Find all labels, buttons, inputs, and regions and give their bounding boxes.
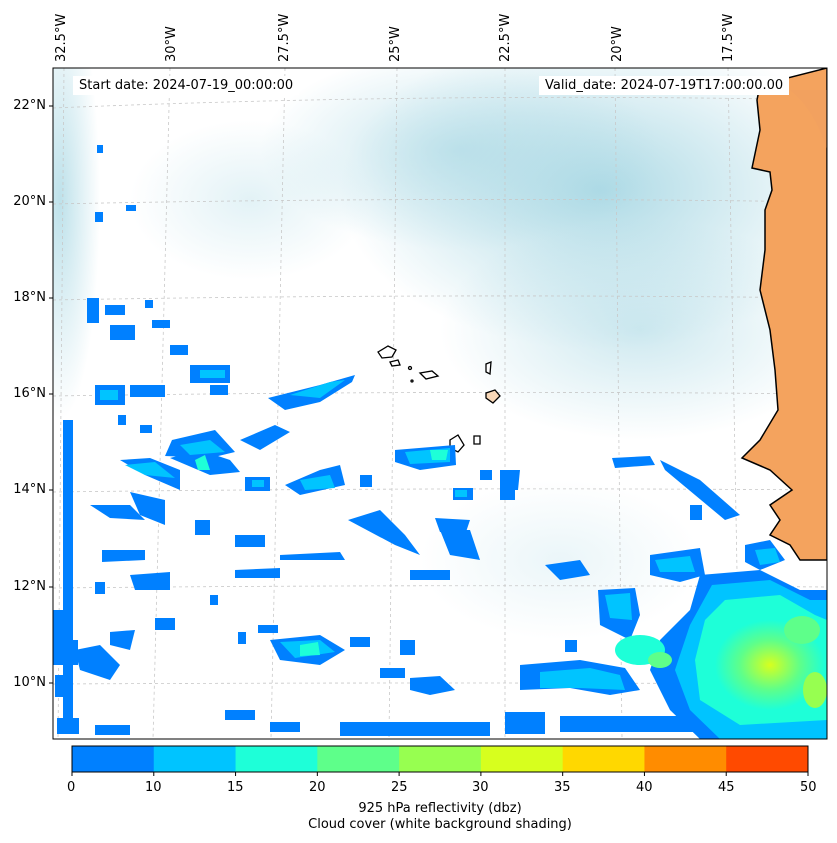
lat-tick-label: 20°N [13, 194, 46, 209]
start-date-label: Start date: 2024-07-19_00:00:00 [73, 76, 300, 95]
colorbar-segment [644, 746, 727, 772]
colorbar-tick-label: 50 [800, 780, 817, 795]
colorbar-tick-label: 30 [472, 780, 489, 795]
colorbar-tick-label: 15 [227, 780, 244, 795]
colorbar-segment [235, 746, 318, 772]
colorbar-tick-label: 45 [718, 780, 735, 795]
lat-tick-label: 18°N [13, 290, 46, 305]
lon-tick-label: 30°W [164, 26, 179, 62]
lon-tick-label: 32.5°W [54, 13, 69, 62]
colorbar-sublabel: Cloud cover (white background shading) [308, 817, 572, 832]
map-frame [52, 67, 828, 740]
lon-tick-label: 25°W [388, 26, 403, 62]
cloud-cover-shading [53, 68, 827, 739]
colorbar-label: 925 hPa reflectivity (dbz) [358, 801, 522, 816]
lat-tick-label: 22°N [13, 98, 46, 113]
colorbar-tick-label: 40 [636, 780, 653, 795]
cape-verde-islands [377, 345, 501, 453]
lon-tick-label: 20°W [610, 26, 625, 62]
colorbar [71, 745, 809, 776]
colorbar-tick-label: 20 [309, 780, 326, 795]
lat-tick-label: 16°N [13, 386, 46, 401]
colorbar-segment [153, 746, 237, 772]
colorbar-segment [480, 746, 564, 772]
land-mass [740, 68, 827, 561]
colorbar-tick-label: 0 [67, 780, 76, 795]
lat-tick-label: 12°N [13, 579, 46, 594]
lon-tick-label: 22.5°W [498, 13, 513, 62]
colorbar-segment [726, 746, 809, 772]
lon-tick-label: 27.5°W [277, 13, 292, 62]
colorbar-tick-label: 35 [554, 780, 571, 795]
reflectivity-field [53, 145, 827, 739]
colorbar-frame [71, 745, 809, 773]
colorbar-segment [317, 746, 400, 772]
colorbar-segment [562, 746, 645, 772]
colorbar-segment [399, 746, 482, 772]
lon-tick-label: 17.5°W [721, 13, 736, 62]
lat-tick-label: 14°N [13, 482, 46, 497]
lat-tick-label: 10°N [13, 675, 46, 690]
colorbar-tick-label: 25 [391, 780, 408, 795]
valid-date-label: Valid_date: 2024-07-19T17:00:00.00 [539, 76, 790, 95]
colorbar-segment [72, 746, 155, 772]
colorbar-tick-label: 10 [145, 780, 162, 795]
